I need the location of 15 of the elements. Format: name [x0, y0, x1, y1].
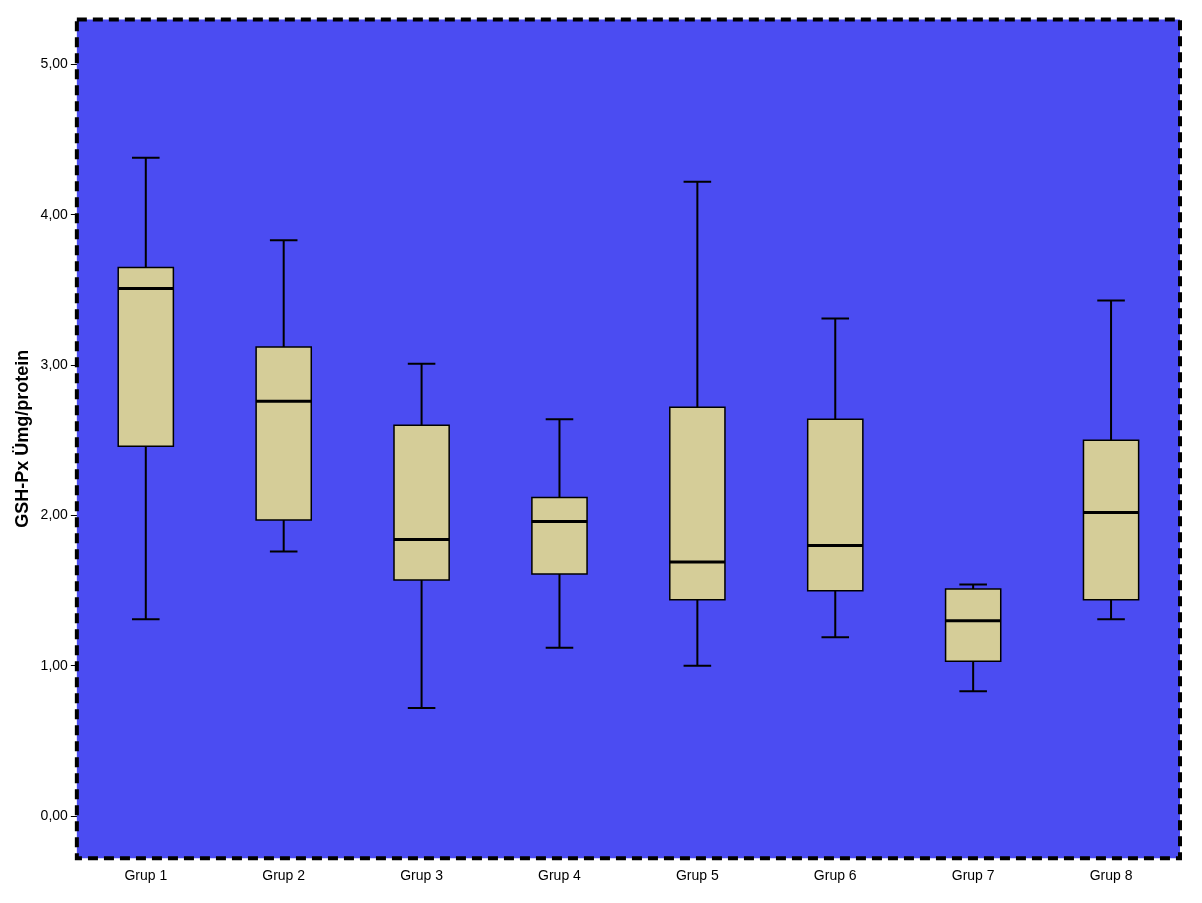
y-tick-label: 2,00: [40, 506, 69, 523]
x-tick-label: Grup 8: [1089, 867, 1133, 884]
x-tick-label: Grup 6: [813, 867, 857, 884]
y-axis-title: GSH-Px Ümg/protein: [11, 349, 32, 528]
y-tick-label: 4,00: [40, 205, 69, 222]
y-tick-label: 0,00: [40, 806, 69, 823]
y-tick-label: 5,00: [40, 55, 69, 72]
x-tick-label: Grup 2: [262, 867, 306, 884]
y-tick-label: 3,00: [40, 356, 69, 372]
x-tick-label: Grup 1: [124, 867, 168, 884]
x-tick-label: Grup 7: [951, 867, 995, 884]
x-tick-label: Grup 4: [538, 867, 582, 884]
x-tick-label: Grup 5: [675, 867, 719, 884]
x-tick-label: Grup 3: [400, 867, 444, 884]
y-tick-label: 1,00: [40, 656, 69, 673]
